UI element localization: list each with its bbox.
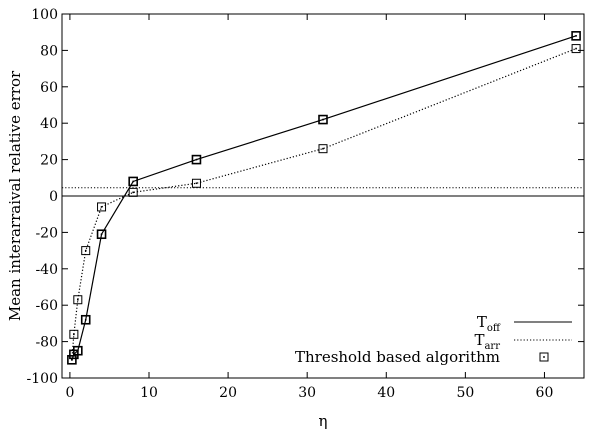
y-tick-label: -80 [35,335,58,351]
data-marker-dot [575,35,577,37]
data-marker [69,329,79,339]
data-marker-dot [100,206,103,208]
data-marker [571,44,581,54]
data-marker [128,187,138,197]
data-marker [318,114,328,125]
legend-marker-dot [543,356,545,358]
legend-label: Toff [477,313,501,334]
data-marker-dot [84,318,87,321]
data-marker-dot [71,359,73,361]
y-tick-label: 60 [40,80,58,96]
x-tick-label: 40 [377,385,395,401]
y-tick-label: -60 [35,298,58,314]
data-marker-dot [77,349,79,352]
data-marker [571,31,581,41]
data-marker [80,314,91,325]
data-marker [318,144,328,154]
series-line-t-arr [71,48,577,360]
data-marker-dot [322,147,324,150]
x-tick-label: 50 [456,385,474,401]
data-marker-dot [195,158,198,161]
y-axis-title: Mean interarraival relative error [6,70,24,321]
y-tick-label: 40 [40,116,58,132]
ticks-layer: 0 10 20 30 40 50 60 -100 -80 -60 -40 -20 0 20 40 60 80 10… [27,7,584,401]
data-marker [191,178,201,188]
data-marker-dot [77,298,79,301]
data-marker [96,229,107,240]
plot-layer [61,13,585,379]
data-marker-dot [73,333,75,336]
data-marker-dot [575,47,577,50]
data-marker [73,295,83,305]
x-tick-label: 30 [298,385,316,401]
y-tick-label: 100 [31,7,58,23]
legend-label: Tarr [474,331,500,352]
data-marker-dot [132,180,134,183]
data-marker [67,355,77,365]
legend-marker [539,352,549,362]
data-marker-dot [100,233,103,236]
y-tick-label: 80 [40,43,58,59]
data-marker [97,202,107,212]
data-marker-dot [322,118,324,121]
data-marker [81,246,91,256]
data-marker [191,154,202,165]
data-marker [128,176,138,187]
x-tick-label: 20 [219,385,237,401]
data-marker-dot [84,249,87,252]
data-marker-dot [195,182,198,185]
x-tick-label: 60 [536,385,554,401]
data-marker [73,345,83,356]
x-tick-label: 10 [140,385,158,401]
markers-layer [67,31,581,365]
y-tick-label: -40 [35,262,58,278]
y-tick-label: 0 [49,189,58,205]
legend-label: Threshold based algorithm [295,348,500,366]
data-marker-dot [132,191,134,194]
y-tick-label: 20 [40,153,58,169]
y-tick-label: -20 [35,225,58,241]
x-axis-title: η [319,412,328,430]
series-layer [71,35,577,361]
x-tick-label: 0 [65,385,74,401]
y-tick-label: -100 [27,371,58,387]
series-line-t-off [71,35,577,361]
